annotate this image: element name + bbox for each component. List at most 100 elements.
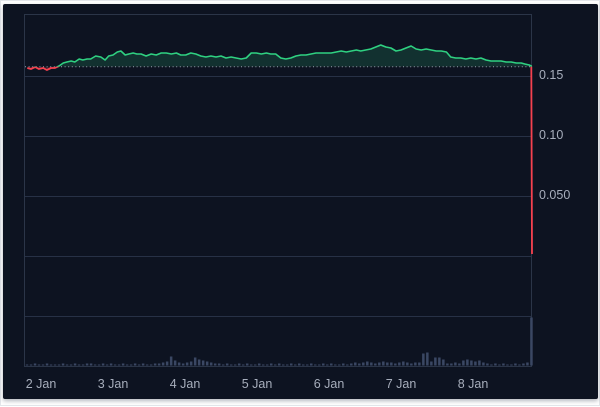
volume-bar — [29, 364, 33, 366]
volume-bar — [249, 364, 253, 366]
volume-bar — [434, 357, 437, 366]
volume-bar — [65, 364, 69, 366]
volume-bar — [37, 364, 41, 366]
volume-bar — [241, 364, 245, 366]
volume-bar — [49, 364, 53, 366]
volume-bar — [378, 362, 381, 366]
volume-bar — [193, 357, 197, 366]
volume-bar — [25, 364, 29, 366]
volume-bar — [422, 353, 425, 366]
volume-bar — [322, 363, 325, 366]
volume-bar — [141, 363, 145, 366]
volume-bar — [285, 364, 289, 366]
volume-bar — [438, 357, 441, 366]
volume-bar — [169, 356, 173, 366]
volume-bar — [458, 363, 461, 366]
volume-bar — [45, 363, 49, 366]
volume-bar — [185, 362, 189, 366]
volume-bar — [450, 363, 453, 366]
volume-bar — [261, 364, 265, 366]
volume-bar — [486, 363, 489, 366]
volume-bar — [237, 363, 241, 366]
volume-bar — [257, 363, 261, 366]
volume-bar — [382, 361, 385, 366]
volume-bar — [346, 364, 349, 366]
volume-bar — [137, 364, 141, 366]
volume-bar — [165, 361, 169, 366]
volume-bar — [93, 364, 97, 366]
volume-bar — [402, 361, 405, 366]
volume-bar — [410, 363, 413, 366]
volume-bar — [33, 363, 37, 366]
volume-bar — [466, 359, 469, 366]
volume-bar — [109, 363, 113, 366]
volume-bar — [302, 364, 305, 366]
volume-bar — [326, 364, 329, 366]
volume-bar — [294, 364, 297, 366]
volume-bar — [177, 362, 181, 366]
volume-bar — [173, 360, 177, 366]
volume-bar — [418, 362, 421, 366]
volume-bar — [97, 364, 101, 366]
volume-bar — [189, 361, 193, 366]
volume-bar — [374, 363, 377, 366]
volume-bar — [245, 363, 249, 366]
volume-bar — [318, 364, 321, 366]
volume-bar — [406, 362, 409, 366]
volume-bar — [474, 361, 477, 366]
volume-bar — [530, 317, 533, 366]
volume-bar — [201, 360, 205, 366]
volume-bar — [462, 360, 465, 366]
volume-bar — [101, 363, 105, 366]
volume-bar — [121, 363, 125, 366]
volume-bar — [506, 364, 509, 366]
volume-bar — [350, 363, 353, 366]
volume-bar — [113, 364, 117, 366]
volume-bar — [209, 362, 213, 366]
volume-bar — [314, 364, 317, 366]
volume-bar — [414, 362, 417, 366]
volume-bar — [81, 364, 85, 366]
volume-bar — [213, 363, 217, 366]
volume-bar — [510, 364, 513, 366]
volume-bar — [386, 362, 389, 366]
volume-bar — [133, 363, 137, 366]
volume-bar — [362, 362, 365, 366]
volume-bar — [366, 361, 369, 366]
volume-bar — [253, 364, 257, 366]
volume-bar — [73, 363, 77, 366]
volume-bar — [518, 364, 521, 366]
volume-bar — [85, 363, 89, 366]
chart-panel — [3, 4, 598, 399]
volume-bar — [358, 363, 361, 366]
volume-bar — [310, 363, 313, 366]
volume-bar — [77, 364, 81, 366]
volume-bar — [105, 364, 109, 366]
volume-bar — [41, 364, 45, 366]
volume-bar — [157, 363, 161, 366]
volume-bar — [426, 352, 429, 366]
volume-bar — [53, 364, 57, 366]
volume-bar — [330, 363, 333, 366]
volume-bar — [526, 362, 529, 366]
volume-bar — [502, 363, 505, 366]
volume-bar — [430, 361, 433, 366]
volume-bar — [265, 364, 269, 366]
volume-bar — [490, 364, 493, 366]
volume-bar — [269, 363, 273, 366]
volume-bar — [125, 364, 129, 366]
volume-bar — [69, 364, 73, 366]
volume-bar — [482, 362, 485, 366]
volume-bar — [498, 364, 501, 366]
volume-bar — [390, 362, 393, 366]
volume-bar — [277, 363, 281, 366]
volume-bar — [197, 359, 201, 366]
price-line-up — [33, 44, 533, 67]
volume-bar — [446, 363, 449, 366]
volume-bar — [370, 362, 373, 366]
volume-bar — [478, 360, 481, 366]
volume-bar — [454, 362, 457, 366]
volume-bar — [514, 363, 517, 366]
volume-bar — [470, 360, 473, 366]
